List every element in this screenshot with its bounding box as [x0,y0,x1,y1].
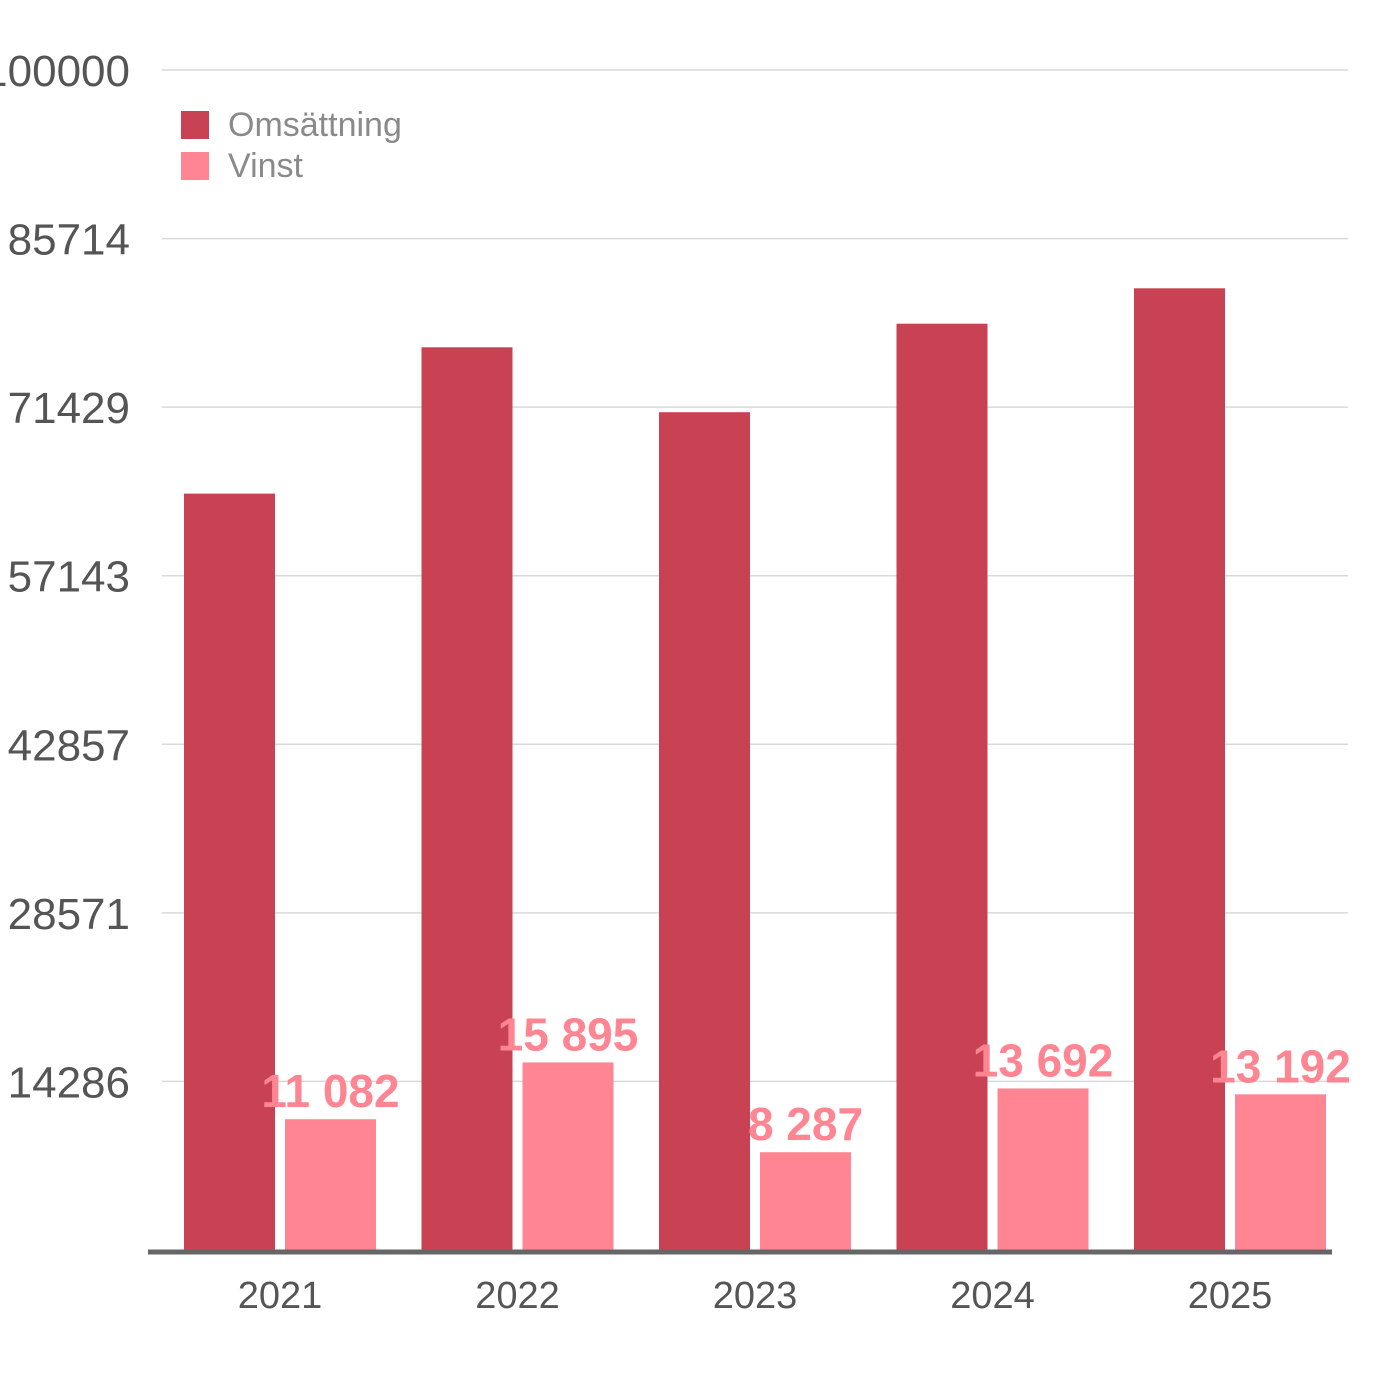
bar-vinst-2023 [760,1152,851,1250]
data-label-vinst-2023: 8 287 [748,1098,863,1150]
bar-vinst-2024 [997,1088,1089,1250]
y-tick-label: 57143 [8,553,130,602]
data-label-vinst-2021: 11 082 [261,1065,399,1117]
y-tick-label: 14286 [8,1058,130,1107]
data-labels: 11 082 15 895 8 287 13 692 13 192 [261,1008,1350,1150]
y-tick-label: 42857 [8,721,130,770]
gridlines [162,69,1348,1083]
bar-vinst-2021 [285,1119,376,1250]
y-tick-label: 71429 [8,384,130,433]
y-tick-label: 85714 [8,216,130,265]
data-label-vinst-2024: 13 692 [973,1034,1114,1086]
y-tick-label: 28571 [8,890,130,939]
bar-vinst-2025 [1235,1094,1326,1250]
legend[interactable]: Omsättning Vinst [181,106,402,185]
y-tick-label: 100000 [0,47,130,96]
legend-swatch-omsattning [181,111,209,139]
x-axis: 2021 2022 2023 2024 2025 [238,1275,1273,1317]
x-tick-label: 2025 [1188,1275,1273,1317]
bars [184,288,1326,1250]
x-tick-label: 2024 [950,1275,1035,1317]
legend-label-omsattning[interactable]: Omsättning [228,106,402,144]
bar-omsattning-2025 [1134,288,1225,1250]
legend-label-vinst[interactable]: Vinst [228,147,304,185]
bar-omsattning-2022 [421,347,513,1250]
bar-omsattning-2023 [659,412,750,1250]
legend-swatch-vinst [181,152,209,180]
data-label-vinst-2025: 13 192 [1210,1040,1351,1092]
bar-omsattning-2024 [896,323,988,1250]
x-tick-label: 2021 [238,1275,323,1317]
bar-omsattning-2021 [184,493,275,1250]
data-label-vinst-2022: 15 895 [498,1008,639,1060]
x-tick-label: 2023 [713,1275,798,1317]
y-axis: 14286 28571 42857 57143 71429 85714 100000 [0,47,130,1107]
bar-vinst-2022 [522,1062,614,1250]
x-tick-label: 2022 [475,1275,560,1317]
